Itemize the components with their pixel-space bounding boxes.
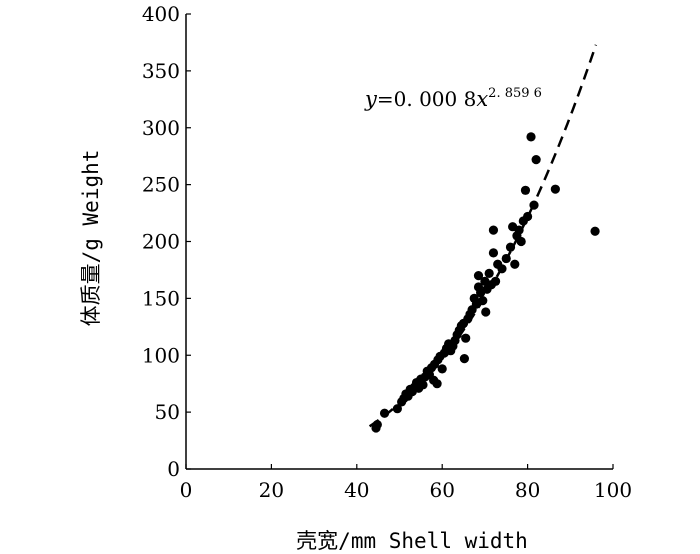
y-tick-label: 200: [142, 230, 180, 254]
data-point: [529, 200, 539, 210]
data-point: [550, 184, 560, 194]
data-point: [523, 211, 533, 222]
fit-equation: y=0. 000 8x2. 859 6: [364, 86, 542, 111]
fit-equation-coefficient: =0. 000 8: [377, 87, 476, 111]
y-tick-label: 250: [142, 173, 180, 197]
data-point: [531, 155, 541, 165]
data-point: [490, 276, 501, 286]
data-point: [488, 248, 499, 258]
data-point: [505, 242, 516, 252]
data-point: [590, 226, 600, 236]
tick-labels: 0 20 40 60 80 100 0 50 100 150 200 250 300 350 400: [142, 2, 632, 502]
x-tick-label: 60: [429, 478, 454, 502]
data-point: [461, 333, 471, 343]
y-tick-label: 400: [142, 2, 180, 26]
y-tick-label: 350: [142, 59, 180, 83]
x-tick-label: 20: [259, 478, 284, 502]
y-tick-label: 0: [167, 457, 180, 481]
data-point: [392, 404, 402, 414]
y-tick-label: 50: [155, 400, 180, 424]
data-point: [379, 408, 390, 418]
y-tick-label: 300: [142, 116, 180, 140]
data-point: [437, 364, 447, 374]
fit-equation-y-var: y: [364, 87, 378, 111]
data-point: [488, 225, 499, 235]
y-tick-label: 150: [142, 286, 180, 310]
data-point: [484, 268, 494, 278]
fit-equation-x-var: x: [476, 87, 488, 111]
data-point: [497, 264, 507, 274]
data-point: [432, 379, 442, 389]
y-axis-title: 体质量/g Weight: [79, 150, 103, 327]
data-point: [516, 236, 526, 247]
x-tick-label: 80: [515, 478, 540, 502]
x-tick-label: 0: [180, 478, 193, 502]
fit-equation-exponent: 2. 859 6: [488, 86, 542, 101]
data-points: [371, 132, 600, 433]
data-point: [514, 225, 524, 235]
x-axis-title: 壳宽/mm Shell width: [296, 529, 528, 553]
data-point: [372, 420, 382, 430]
data-point: [510, 259, 520, 269]
y-tick-label: 100: [142, 343, 180, 367]
data-point: [473, 271, 484, 281]
axes: [185, 13, 614, 470]
data-point: [478, 296, 488, 306]
x-tick-label: 100: [594, 478, 632, 502]
data-point: [526, 132, 536, 142]
data-point: [418, 380, 428, 390]
data-point: [459, 354, 469, 364]
data-point: [481, 307, 491, 317]
x-tick-label: 40: [344, 478, 369, 502]
data-point: [520, 185, 531, 195]
data-point: [501, 253, 511, 264]
